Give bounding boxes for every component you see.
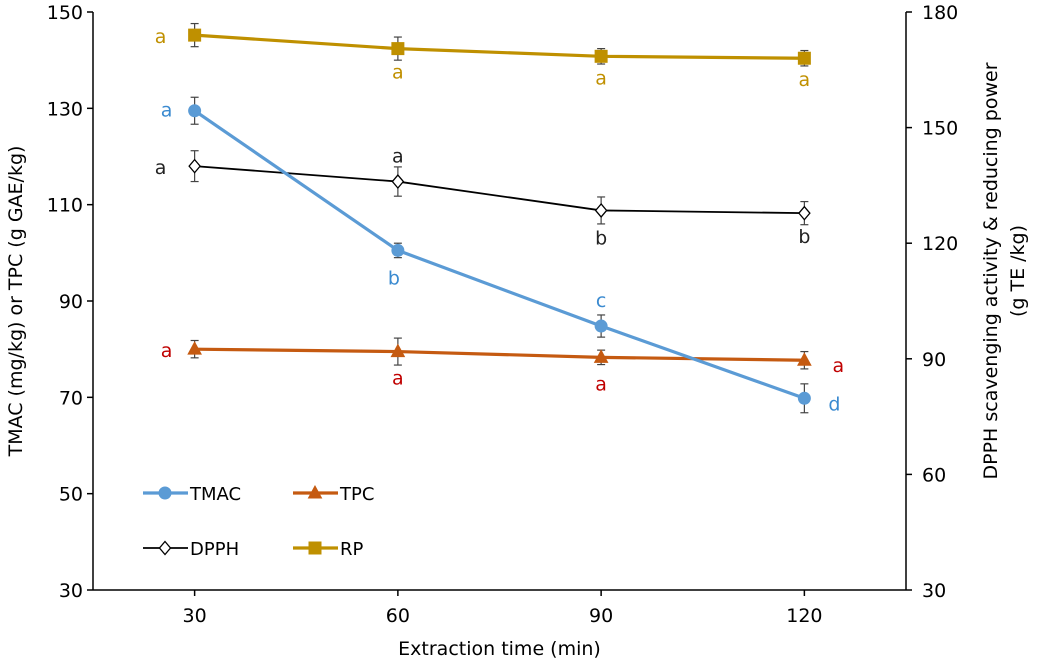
- series-tpc-point: [593, 349, 609, 363]
- significance-letter: a: [595, 373, 607, 395]
- legend-item-tmac: TMAC: [143, 484, 241, 505]
- series-tmac-line: [193, 109, 805, 400]
- series-tpc: [187, 337, 812, 370]
- x-axis-title: Extraction time (min): [398, 638, 601, 660]
- y2-tick-label: 120: [922, 233, 958, 255]
- y-axis-title: TMAC (mg/kg) or TPC (g GAE/kg): [5, 146, 27, 458]
- series-rp: [188, 22, 811, 67]
- y-tick-label: 90: [59, 291, 83, 313]
- legend-tpc-label: TPC: [339, 484, 374, 505]
- significance-letters: a a a a a a a a a a b b a b c d: [155, 26, 844, 415]
- series-tmac-point: [391, 243, 405, 257]
- y2-tick-label: 30: [922, 580, 946, 602]
- significance-letter: a: [799, 69, 811, 91]
- significance-letter: c: [596, 290, 606, 312]
- y2-tick-label: 150: [922, 118, 958, 140]
- legend-marker-shape: [308, 541, 322, 555]
- legend-marker-shape: [307, 484, 323, 499]
- significance-letter: a: [392, 146, 404, 168]
- significance-letter: a: [833, 355, 845, 377]
- legend-dpph-marker: [158, 540, 172, 556]
- significance-letter: a: [595, 67, 607, 89]
- significance-letter: a: [155, 157, 167, 179]
- significance-letter: b: [595, 227, 607, 249]
- y-tick-label: 150: [47, 2, 83, 24]
- series-tpc-line: [194, 347, 805, 362]
- significance-letter: d: [828, 393, 840, 415]
- legend-item-tpc: TPC: [293, 484, 374, 505]
- series-tmac-point: [594, 319, 608, 333]
- y-tick-label: 30: [59, 580, 83, 602]
- significance-letter: a: [161, 340, 173, 362]
- legend-tmac-label: TMAC: [189, 484, 241, 505]
- x-tick-label: 60: [386, 605, 410, 627]
- significance-letter: a: [392, 62, 404, 84]
- legend-marker-shape: [158, 486, 172, 500]
- significance-letter: a: [161, 100, 173, 122]
- series-tmac-point: [188, 104, 202, 118]
- series-rp-point: [594, 49, 608, 63]
- significance-letter: a: [392, 368, 404, 390]
- y-tick-label: 130: [47, 98, 83, 120]
- series-rp-point: [797, 51, 811, 65]
- y2-axis-title-line1: DPPH scavenging activity & reducing powe…: [980, 62, 1002, 479]
- legend-item-dpph: DPPH: [143, 539, 239, 560]
- series-dpph-point: [594, 202, 608, 218]
- y2-axis-title-line2: (g TE /kg): [1007, 225, 1029, 317]
- x-tick-label: 120: [786, 605, 822, 627]
- y-tick-label: 70: [59, 387, 83, 409]
- series-rp-line: [194, 33, 805, 60]
- significance-letter: b: [798, 226, 810, 248]
- series-dpph-point: [188, 158, 201, 174]
- y-tick-label: 50: [59, 484, 83, 506]
- legend-item-rp: RP: [293, 539, 364, 560]
- series-tmac-point: [797, 391, 811, 405]
- series-tpc-point: [797, 352, 812, 366]
- series-tpc-point: [390, 343, 406, 358]
- legend-dpph-label: DPPH: [190, 539, 239, 560]
- x-tick-label: 30: [183, 605, 207, 627]
- x-tick-label: 90: [589, 605, 613, 627]
- series-tpc-point: [187, 341, 202, 355]
- legend-tpc-marker: [307, 484, 323, 499]
- series-layer: [187, 22, 812, 414]
- series-dpph-line: [194, 165, 805, 215]
- legend-rp-label: RP: [340, 539, 364, 560]
- significance-letter: a: [155, 26, 167, 48]
- series-rp-point: [391, 42, 405, 56]
- y2-tick-label: 180: [922, 2, 958, 24]
- series-dpph-point: [798, 205, 811, 221]
- series-tmac: [188, 96, 811, 414]
- y-tick-label: 110: [47, 195, 83, 217]
- legend-tmac-marker: [158, 486, 172, 500]
- series-dpph-point: [391, 174, 405, 190]
- significance-letter: b: [388, 267, 400, 289]
- series-dpph: [188, 150, 811, 226]
- y2-tick-label: 90: [922, 349, 946, 371]
- y2-tick-label: 60: [922, 464, 946, 486]
- tick-group: 30 50 70 90 110 130 150 30 60 90 120 150 180 30 60 90 12…: [47, 2, 959, 627]
- legend: TMAC TPC DPPH RP: [143, 484, 374, 560]
- series-rp-point: [188, 28, 202, 42]
- legend-rp-marker: [308, 541, 322, 555]
- legend-marker-shape: [158, 540, 172, 556]
